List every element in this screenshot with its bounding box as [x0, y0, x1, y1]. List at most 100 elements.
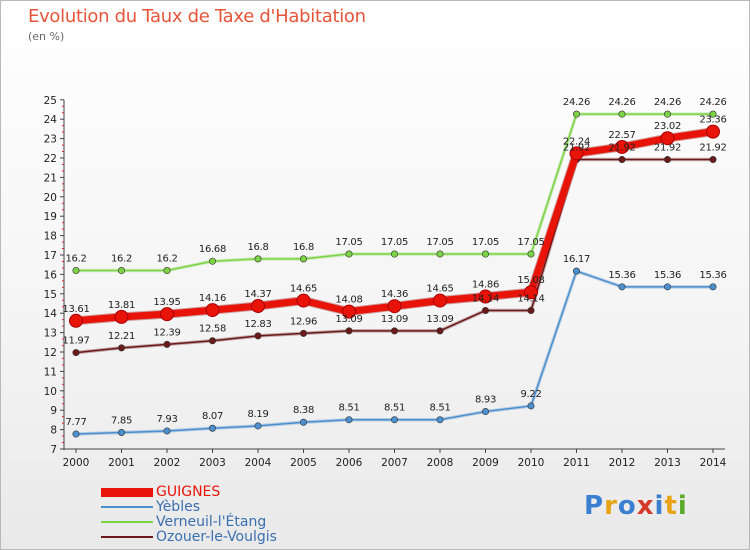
- data-label-yebles: 7.85: [111, 416, 132, 427]
- data-point-guignes: [387, 299, 402, 314]
- legend-item-yebles: Yèbles: [101, 499, 361, 515]
- data-label-verneuil-l-etang: 24.26: [563, 97, 590, 108]
- data-label-verneuil-l-etang: 16.8: [293, 242, 314, 253]
- data-label-ozouer-le-voulgis: 21.92: [563, 143, 590, 154]
- y-tick-label: 13: [44, 328, 57, 340]
- data-point-yebles: [436, 416, 444, 424]
- data-point-yebles: [118, 429, 126, 437]
- legend-swatch-ozouer: [101, 536, 153, 538]
- data-label-ozouer-le-voulgis: 11.97: [62, 336, 89, 347]
- data-point-guignes: [524, 285, 538, 300]
- data-label-ozouer-le-voulgis: 12.39: [153, 327, 180, 338]
- data-label-verneuil-l-etang: 17.05: [472, 237, 499, 248]
- data-point-guignes: [296, 293, 311, 308]
- data-label-guignes: 14.16: [199, 293, 226, 304]
- data-label-yebles: 8.51: [338, 403, 359, 414]
- data-point-ozouer-le-voulgis: [254, 332, 262, 340]
- data-point-guignes: [433, 293, 447, 308]
- data-point-guignes: [69, 313, 83, 328]
- y-axis-unit: (en %): [28, 30, 65, 43]
- data-label-verneuil-l-etang: 16.8: [247, 242, 268, 253]
- data-label-verneuil-l-etang: 24.26: [654, 97, 681, 108]
- data-point-yebles: [254, 422, 262, 430]
- x-tick-label: 2010: [518, 457, 545, 469]
- data-point-ozouer-le-voulgis: [481, 306, 489, 314]
- data-point-ozouer-le-voulgis: [299, 329, 307, 337]
- data-point-yebles: [72, 430, 80, 438]
- chart-title: Evolution du Taux de Taxe d'Habitation: [28, 6, 366, 27]
- data-point-verneuil-l-etang: [436, 250, 444, 258]
- legend-label-yebles: Yèbles: [156, 499, 200, 515]
- y-tick-label: 10: [44, 386, 57, 398]
- data-label-guignes: 14.37: [244, 289, 271, 300]
- x-tick-label: 2006: [336, 457, 363, 469]
- data-point-verneuil-l-etang: [209, 257, 217, 265]
- y-tick-label: 21: [44, 172, 57, 184]
- data-point-ozouer-le-voulgis: [118, 344, 126, 352]
- y-tick-label: 18: [44, 231, 57, 243]
- data-point-guignes: [478, 289, 493, 304]
- logo-letter: x: [636, 491, 655, 521]
- data-label-yebles: 9.22: [520, 389, 541, 400]
- data-label-ozouer-le-voulgis: 14.14: [517, 293, 544, 304]
- data-point-yebles: [663, 283, 671, 291]
- data-label-yebles: 7.77: [65, 417, 86, 428]
- logo-letter: t: [664, 491, 678, 521]
- data-point-verneuil-l-etang: [299, 255, 307, 263]
- data-point-guignes: [615, 139, 629, 154]
- y-tick-label: 9: [50, 405, 57, 417]
- data-label-ozouer-le-voulgis: 21.92: [608, 143, 635, 154]
- data-label-verneuil-l-etang: 16.68: [199, 244, 226, 255]
- y-tick-label: 11: [44, 366, 57, 378]
- data-point-guignes: [569, 146, 584, 161]
- logo-letter: P: [584, 491, 605, 521]
- data-label-yebles: 7.93: [156, 414, 177, 425]
- legend-label-guignes: GUIGNES: [156, 484, 221, 500]
- legend-label-ozouer: Ozouer-le-Voulgis: [156, 529, 277, 545]
- data-point-yebles: [345, 416, 353, 424]
- data-point-yebles: [163, 427, 171, 435]
- x-tick-label: 2004: [245, 457, 272, 469]
- data-point-yebles: [481, 408, 489, 416]
- data-point-yebles: [527, 402, 535, 410]
- data-label-verneuil-l-etang: 16.2: [156, 254, 177, 265]
- data-label-guignes: 14.65: [426, 284, 453, 295]
- y-tick-label: 8: [50, 425, 57, 437]
- x-tick-label: 2012: [609, 457, 636, 469]
- data-label-yebles: 15.36: [654, 270, 681, 281]
- data-point-yebles: [618, 283, 626, 291]
- y-tick-label: 19: [44, 211, 57, 223]
- data-point-verneuil-l-etang: [663, 110, 671, 118]
- x-tick-label: 2008: [427, 457, 454, 469]
- data-point-ozouer-le-voulgis: [345, 327, 353, 335]
- data-point-yebles: [709, 283, 717, 291]
- data-label-yebles: 8.07: [202, 411, 223, 422]
- legend-item-ozouer: Ozouer-le-Voulgis: [101, 529, 361, 545]
- data-label-yebles: 8.51: [384, 403, 405, 414]
- y-tick-label: 14: [44, 308, 58, 320]
- y-tick-label: 15: [44, 289, 57, 301]
- data-label-ozouer-le-voulgis: 13.09: [335, 314, 362, 325]
- data-label-guignes: 13.81: [108, 300, 135, 311]
- data-label-verneuil-l-etang: 17.05: [517, 237, 544, 248]
- y-tick-label: 20: [44, 192, 57, 204]
- x-tick-label: 2002: [154, 457, 181, 469]
- legend-swatch-guignes: [101, 488, 153, 497]
- x-tick-label: 2014: [700, 457, 727, 469]
- data-point-yebles: [299, 418, 307, 426]
- y-tick-label: 22: [44, 153, 57, 165]
- x-tick-label: 2013: [654, 457, 681, 469]
- data-label-yebles: 8.93: [475, 395, 496, 406]
- y-tick-label: 23: [44, 134, 57, 146]
- data-label-guignes: 14.36: [381, 289, 408, 300]
- data-point-guignes: [205, 303, 220, 318]
- data-label-verneuil-l-etang: 17.05: [335, 237, 362, 248]
- data-label-guignes: 14.65: [290, 284, 317, 295]
- x-tick-label: 2009: [472, 457, 499, 469]
- data-point-guignes: [706, 124, 720, 139]
- data-point-verneuil-l-etang: [163, 267, 171, 275]
- x-tick-label: 2001: [108, 457, 135, 469]
- data-point-ozouer-le-voulgis: [163, 340, 171, 348]
- data-label-ozouer-le-voulgis: 12.58: [199, 324, 226, 335]
